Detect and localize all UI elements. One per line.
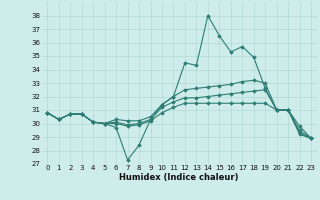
X-axis label: Humidex (Indice chaleur): Humidex (Indice chaleur) xyxy=(119,173,239,182)
